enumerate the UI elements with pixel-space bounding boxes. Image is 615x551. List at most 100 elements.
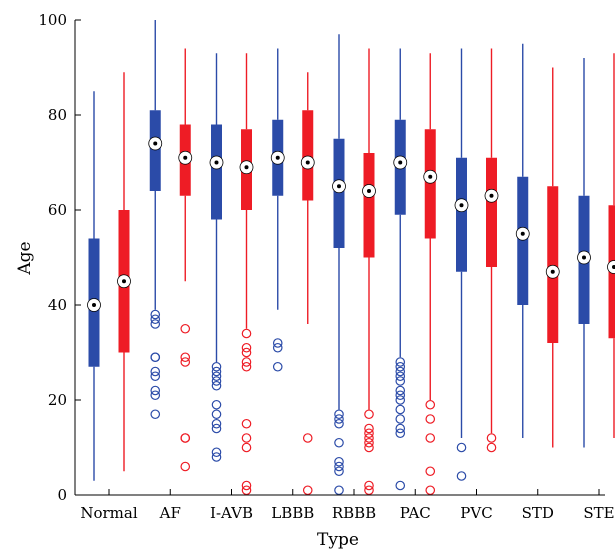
y-tick-label: 60 xyxy=(48,201,67,219)
y-tick-label: 40 xyxy=(48,296,67,314)
outlier-point xyxy=(395,371,406,382)
median-dot xyxy=(459,203,464,208)
outlier-point xyxy=(211,409,222,420)
outlier-point xyxy=(334,485,344,496)
outlier-point xyxy=(211,418,222,429)
box-i-avb-series-1 xyxy=(209,53,224,462)
box-pvc-series-1 xyxy=(454,48,469,481)
x-tick-label: I-AVB xyxy=(210,504,253,522)
outlier-point xyxy=(364,480,374,491)
outlier-point xyxy=(395,357,406,367)
box-iqr xyxy=(302,110,314,201)
box-ste-series-1 xyxy=(577,58,591,448)
outlier-point xyxy=(211,399,222,410)
outlier-point xyxy=(364,423,374,434)
outlier-point xyxy=(334,461,344,472)
box-af-series-1 xyxy=(148,20,163,420)
outlier-point xyxy=(395,404,406,415)
outlier-point xyxy=(302,433,313,443)
outlier-point xyxy=(364,437,374,448)
x-tick-label: PVC xyxy=(460,504,492,522)
median-dot xyxy=(214,160,219,165)
outlier-point xyxy=(364,485,374,496)
median-dot xyxy=(550,269,555,274)
outlier-point xyxy=(334,466,344,477)
outlier-point xyxy=(211,361,222,372)
x-tick-label: STE xyxy=(583,504,614,522)
outlier-point xyxy=(150,385,161,396)
outlier-point xyxy=(334,414,344,424)
outlier-point xyxy=(241,347,252,358)
outlier-point xyxy=(425,414,436,424)
x-tick-label: RBBB xyxy=(332,504,376,522)
outlier-point xyxy=(334,437,344,448)
x-tick-label: Normal xyxy=(80,504,137,522)
median-dot xyxy=(428,174,433,179)
y-tick-label: 0 xyxy=(57,486,67,504)
x-tick-label: STD xyxy=(522,504,554,522)
outlier-point xyxy=(211,423,222,434)
outlier-point xyxy=(395,395,406,405)
outlier-point xyxy=(395,428,406,439)
outlier-point xyxy=(456,471,467,481)
y-axis-label: Age xyxy=(15,241,35,275)
x-tick-label: PAC xyxy=(400,504,431,522)
outlier-point xyxy=(364,442,374,453)
y-tick-label: 100 xyxy=(38,11,67,29)
outlier-point xyxy=(211,371,222,382)
x-axis-label: Type xyxy=(317,530,359,550)
outlier-point xyxy=(241,442,252,453)
outlier-point xyxy=(364,433,374,443)
x-tick-label: LBBB xyxy=(271,504,314,522)
outlier-point xyxy=(180,323,191,334)
outlier-point xyxy=(211,380,222,391)
y-axis-ticks: 0 20 40 60 80 100 xyxy=(38,11,81,504)
outlier-point xyxy=(334,418,344,429)
box-normal-series-1 xyxy=(87,91,101,481)
median-dot xyxy=(122,279,126,284)
box-std-series-1 xyxy=(515,43,530,438)
outlier-point xyxy=(180,357,191,367)
median-dot xyxy=(92,303,96,307)
median-dot xyxy=(275,155,280,160)
outlier-point xyxy=(241,418,252,429)
outlier-point xyxy=(241,480,252,491)
median-dot xyxy=(305,160,310,165)
outlier-point xyxy=(241,328,252,339)
box-af-series-2 xyxy=(178,48,193,472)
x-axis-ticks: Normal AF I-AVB LBBB RBBB PAC PVC STD STE xyxy=(80,489,615,522)
box-ste-series-2 xyxy=(607,53,615,438)
box-iqr xyxy=(517,176,529,305)
outlier-point xyxy=(395,376,406,386)
outlier-point xyxy=(486,442,497,453)
box-normal-series-2 xyxy=(117,72,131,472)
median-dot xyxy=(367,189,371,193)
x-tick-label: AF xyxy=(159,504,181,522)
outlier-point xyxy=(395,361,406,372)
outlier-point xyxy=(425,485,436,496)
outlier-point xyxy=(364,409,374,420)
box-lbbb-series-1 xyxy=(270,48,285,372)
box-std-series-2 xyxy=(545,67,560,448)
median-dot xyxy=(398,160,403,165)
outlier-point xyxy=(241,357,252,367)
median-dot xyxy=(244,165,249,170)
median-dot xyxy=(153,141,158,146)
outlier-point xyxy=(334,409,344,420)
outlier-point xyxy=(150,309,161,320)
outlier-point xyxy=(395,390,406,401)
outlier-point xyxy=(272,342,283,353)
outlier-point xyxy=(395,423,406,434)
box-rbbb-series-1 xyxy=(332,34,346,496)
outlier-point xyxy=(180,433,191,443)
median-marker xyxy=(607,260,615,274)
outlier-point xyxy=(180,461,191,472)
outlier-point xyxy=(211,366,222,377)
median-dot xyxy=(183,155,188,160)
outlier-point xyxy=(241,342,252,353)
outlier-point xyxy=(150,371,161,382)
outlier-point xyxy=(241,361,252,372)
y-tick-label: 80 xyxy=(48,106,67,124)
box-i-avb-series-2 xyxy=(239,53,254,496)
box-iqr xyxy=(211,124,222,220)
